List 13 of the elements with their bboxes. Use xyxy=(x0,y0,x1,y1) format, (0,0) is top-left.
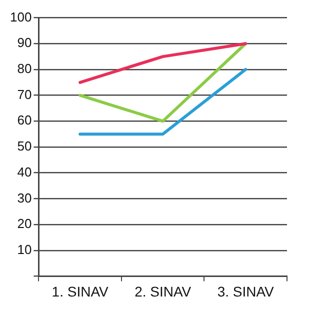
y-tick-label: 80 xyxy=(17,61,32,76)
y-tick-label: 20 xyxy=(17,216,32,232)
y-tick-label: 10 xyxy=(17,242,32,257)
y-tick-label: 100 xyxy=(10,9,32,24)
y-tick-label: 90 xyxy=(17,35,32,50)
x-tick-label: 1. SINAV xyxy=(52,283,110,300)
y-tick-label: 40 xyxy=(17,164,32,180)
x-tick-label: 3. SINAV xyxy=(217,283,275,300)
x-tick-label: 2. SINAV xyxy=(134,283,192,300)
y-tick-label: 60 xyxy=(17,112,32,128)
y-tick-label: 50 xyxy=(17,138,32,154)
y-tick-label: 30 xyxy=(17,190,32,206)
y-tick-label: 70 xyxy=(17,86,32,102)
